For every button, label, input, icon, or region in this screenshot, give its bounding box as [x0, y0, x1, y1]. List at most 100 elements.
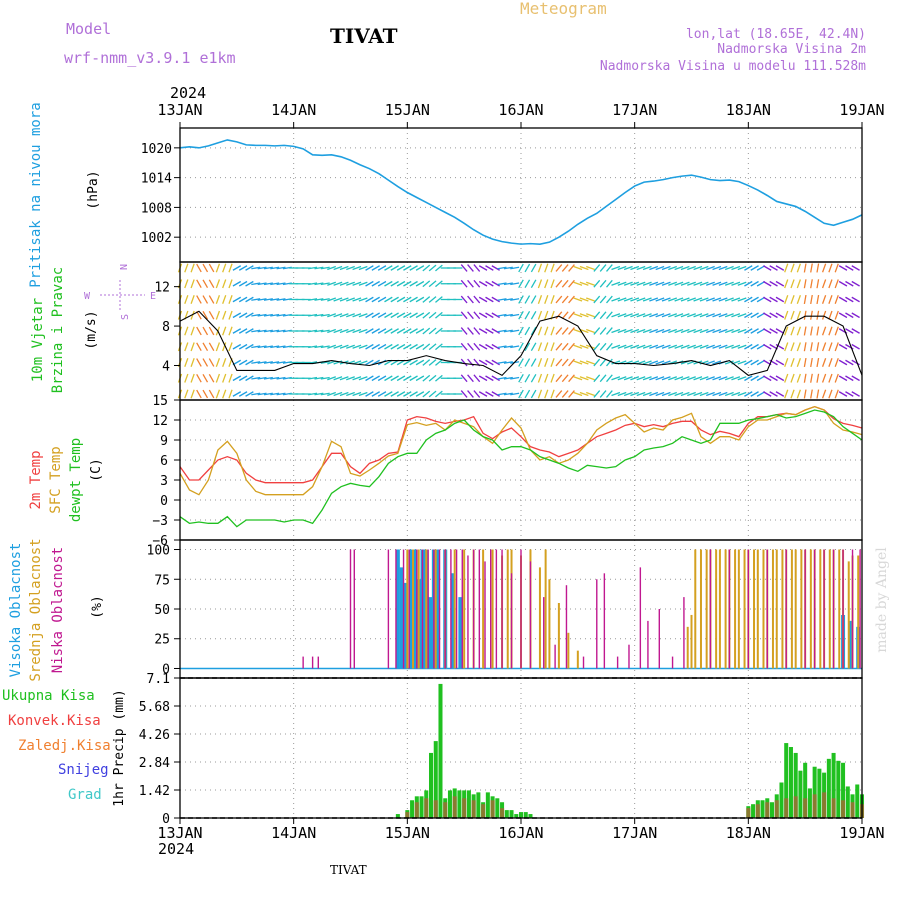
- cloud-label-high: Visoka Oblacnost: [8, 543, 24, 678]
- wind-arrow: [473, 279, 481, 288]
- wind-arrow: [586, 360, 595, 365]
- wind-arrow: [636, 328, 646, 334]
- wind-arrow: [485, 375, 494, 382]
- wind-arrow: [617, 281, 627, 286]
- precip-bar-conv: [774, 800, 779, 818]
- precip-bar-conv: [812, 794, 817, 818]
- precip-tick-label: 1.42: [139, 784, 170, 799]
- wind-arrow: [497, 266, 507, 270]
- wind-arrow: [396, 391, 406, 397]
- precip-bar-total: [476, 792, 481, 818]
- precip-bar-total: [841, 762, 846, 818]
- precip-bar-total: [793, 752, 798, 818]
- wind-arrow: [396, 296, 406, 303]
- wind-arrow: [838, 375, 848, 382]
- wind-arrow: [460, 342, 468, 351]
- wind-arrow: [276, 313, 286, 317]
- x-tick-label-bottom: 14JAN: [271, 824, 316, 842]
- wind-arrow: [184, 358, 189, 367]
- wind-arrow: [828, 279, 833, 289]
- precip-bar-total: [855, 784, 860, 818]
- wind-arrow: [222, 263, 227, 273]
- wind-arrow: [649, 360, 659, 365]
- wind-arrow: [821, 389, 827, 399]
- wind-arrow: [705, 297, 715, 302]
- wind-arrow: [674, 328, 684, 334]
- wind-arrow: [790, 389, 795, 399]
- wind-arrow: [232, 328, 242, 334]
- wind-arrow: [460, 358, 468, 367]
- wind-arrow: [606, 295, 613, 304]
- wind-arrow: [422, 374, 431, 382]
- wind-arrow: [593, 295, 601, 304]
- wind-arrow: [251, 376, 261, 380]
- precip-bar-total: [514, 814, 519, 818]
- wind-arrow: [518, 311, 524, 320]
- wind-arrow: [245, 265, 254, 271]
- wind-arrow: [503, 329, 513, 333]
- wind-arrow: [834, 279, 839, 289]
- wind-arrow: [358, 360, 368, 365]
- temp-tick-label: 9: [160, 434, 168, 449]
- wind-arrow: [838, 296, 848, 303]
- wind-arrow: [544, 326, 549, 336]
- wind-arrow: [510, 329, 520, 333]
- wind-arrow: [834, 342, 839, 352]
- wind-arrow: [422, 264, 431, 272]
- wind-arrow: [705, 344, 715, 349]
- wind-arrow: [257, 313, 267, 317]
- wind-arrow: [202, 326, 209, 336]
- wind-arrow: [263, 361, 273, 364]
- cloud-label-low: Niska Oblacnost: [50, 547, 66, 673]
- precip-bar-total: [495, 798, 500, 818]
- wind-arrow: [680, 265, 690, 271]
- wind-arrow: [208, 311, 215, 320]
- precip-bar-total: [466, 790, 471, 818]
- wind-arrow: [790, 295, 795, 304]
- wind-arrow: [196, 374, 202, 383]
- wind-arrow: [606, 264, 613, 272]
- wind-arrow: [834, 295, 839, 304]
- wind-arrow: [642, 313, 652, 318]
- wind-arrow: [661, 313, 671, 318]
- wind-arrow: [816, 294, 820, 305]
- wind-arrow: [579, 313, 589, 318]
- wind-arrow: [491, 312, 500, 319]
- wind-arrow: [784, 295, 789, 304]
- wind-arrow: [661, 265, 671, 271]
- wind-arrow: [510, 266, 520, 270]
- wind-arrow: [202, 342, 209, 351]
- wind-arrow: [339, 297, 349, 302]
- wind-arrow: [642, 328, 652, 334]
- wind-arrow: [384, 265, 393, 271]
- wind-arrow: [530, 342, 537, 351]
- wind-arrow: [228, 389, 233, 399]
- wind-arrow: [428, 327, 437, 335]
- wind-arrow: [750, 280, 759, 287]
- wind-arrow: [599, 374, 607, 383]
- wind-arrow: [263, 329, 273, 333]
- wind-arrow: [202, 358, 209, 367]
- wind-arrow: [828, 263, 833, 273]
- wind-arrow: [599, 327, 607, 335]
- wind-arrow: [821, 342, 827, 352]
- wind-arrow: [568, 311, 575, 320]
- wind-arrow: [320, 345, 330, 349]
- wind-arrow: [699, 265, 709, 271]
- x-tick-label-top: 15JAN: [385, 101, 430, 119]
- wind-arrow: [550, 326, 555, 336]
- wind-arrow: [251, 298, 261, 301]
- wind-arrow: [215, 342, 221, 352]
- wind-arrow: [810, 389, 813, 399]
- precip-bar-conv: [746, 808, 751, 818]
- wind-arrow: [617, 328, 627, 334]
- wind-arrow: [674, 265, 684, 271]
- wind-arrow: [491, 359, 500, 366]
- wind-arrow: [769, 312, 778, 319]
- wind-arrow: [769, 296, 778, 303]
- wind-arrow: [810, 373, 813, 383]
- wind-arrow: [606, 279, 613, 288]
- wind-arrow: [803, 342, 807, 352]
- wind-arrow: [503, 345, 513, 349]
